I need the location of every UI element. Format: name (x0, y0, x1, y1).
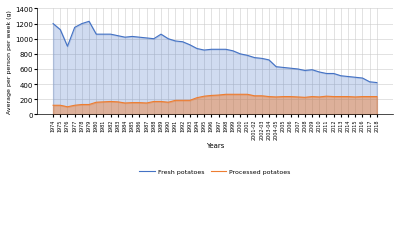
Processed potatoes (209, 95, 214, 97)
Fresh potatoes (101, 34, 106, 36)
Fresh potatoes (302, 70, 307, 72)
Fresh potatoes (324, 73, 329, 76)
Fresh potatoes (317, 71, 322, 74)
Fresh potatoes (180, 41, 185, 44)
Processed potatoes (346, 96, 350, 99)
Fresh potatoes (166, 38, 171, 41)
Processed potatoes (216, 94, 221, 97)
Processed potatoes (130, 102, 135, 104)
Fresh potatoes (274, 66, 278, 69)
Processed potatoes (302, 96, 307, 99)
Fresh potatoes (259, 58, 264, 60)
Fresh potatoes (80, 23, 84, 26)
Fresh potatoes (194, 48, 199, 51)
Processed potatoes (360, 96, 365, 99)
Fresh potatoes (87, 21, 92, 24)
Fresh potatoes (144, 37, 149, 40)
Fresh potatoes (367, 81, 372, 84)
Processed potatoes (374, 96, 379, 99)
Fresh potatoes (266, 59, 271, 62)
Fresh potatoes (281, 67, 286, 69)
Line: Fresh potatoes: Fresh potatoes (53, 22, 377, 83)
Processed potatoes (137, 102, 142, 104)
Line: Processed potatoes: Processed potatoes (53, 95, 377, 107)
Fresh potatoes (65, 46, 70, 48)
Processed potatoes (288, 96, 293, 99)
Processed potatoes (353, 96, 358, 99)
Processed potatoes (367, 96, 372, 99)
Fresh potatoes (310, 69, 314, 72)
Fresh potatoes (58, 29, 63, 32)
Processed potatoes (238, 94, 242, 96)
Processed potatoes (317, 96, 322, 99)
Fresh potatoes (252, 57, 257, 60)
Fresh potatoes (209, 49, 214, 52)
Fresh potatoes (202, 49, 206, 52)
Fresh potatoes (374, 82, 379, 85)
Fresh potatoes (338, 75, 343, 78)
Processed potatoes (281, 96, 286, 99)
Fresh potatoes (173, 40, 178, 43)
Fresh potatoes (331, 73, 336, 76)
Processed potatoes (245, 94, 250, 96)
Processed potatoes (295, 96, 300, 99)
Processed potatoes (166, 101, 171, 104)
Processed potatoes (152, 101, 156, 103)
Processed potatoes (123, 102, 128, 105)
Processed potatoes (310, 96, 314, 99)
Fresh potatoes (72, 27, 77, 30)
Processed potatoes (331, 96, 336, 99)
Processed potatoes (338, 96, 343, 99)
Processed potatoes (144, 102, 149, 105)
Processed potatoes (108, 101, 113, 103)
Processed potatoes (274, 96, 278, 99)
Fresh potatoes (94, 34, 99, 36)
Fresh potatoes (245, 55, 250, 57)
Fresh potatoes (159, 34, 164, 36)
Processed potatoes (202, 95, 206, 98)
Processed potatoes (159, 101, 164, 103)
Fresh potatoes (51, 23, 56, 26)
Fresh potatoes (123, 37, 128, 39)
Fresh potatoes (152, 38, 156, 41)
Processed potatoes (80, 104, 84, 106)
Processed potatoes (266, 96, 271, 99)
Processed potatoes (187, 99, 192, 102)
Processed potatoes (101, 101, 106, 104)
Fresh potatoes (223, 49, 228, 52)
Processed potatoes (324, 95, 329, 98)
Fresh potatoes (108, 34, 113, 36)
Processed potatoes (65, 106, 70, 109)
Fresh potatoes (353, 76, 358, 79)
Processed potatoes (72, 104, 77, 107)
Fresh potatoes (137, 37, 142, 39)
Y-axis label: Average per person per week (g): Average per person per week (g) (7, 10, 12, 114)
Processed potatoes (173, 99, 178, 102)
Fresh potatoes (360, 77, 365, 80)
Processed potatoes (87, 104, 92, 106)
Fresh potatoes (346, 76, 350, 79)
Fresh potatoes (216, 49, 221, 52)
Processed potatoes (58, 104, 63, 107)
Legend: Fresh potatoes, Processed potatoes: Fresh potatoes, Processed potatoes (137, 167, 293, 177)
Processed potatoes (180, 99, 185, 102)
Processed potatoes (223, 94, 228, 96)
Processed potatoes (259, 95, 264, 98)
Fresh potatoes (130, 36, 135, 39)
Processed potatoes (51, 104, 56, 107)
Fresh potatoes (230, 50, 235, 53)
Fresh potatoes (288, 67, 293, 70)
Processed potatoes (194, 97, 199, 100)
X-axis label: Years: Years (206, 142, 224, 148)
Processed potatoes (116, 101, 120, 104)
Processed potatoes (230, 94, 235, 96)
Fresh potatoes (116, 35, 120, 38)
Fresh potatoes (187, 44, 192, 47)
Fresh potatoes (295, 68, 300, 71)
Fresh potatoes (238, 53, 242, 56)
Processed potatoes (94, 101, 99, 104)
Processed potatoes (252, 95, 257, 98)
